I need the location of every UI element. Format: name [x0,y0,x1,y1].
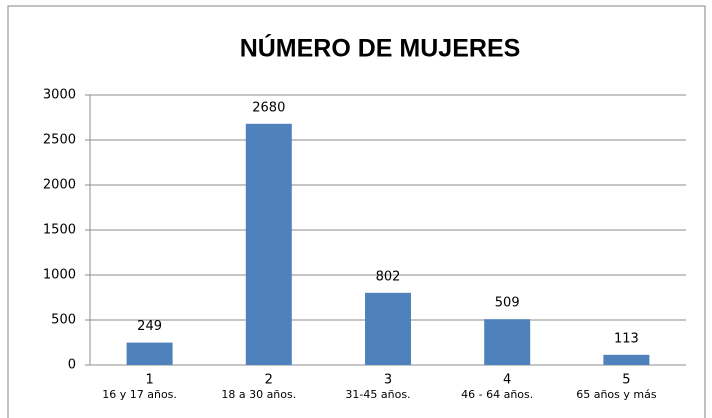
bar [126,342,173,365]
data-label: 509 [495,296,520,311]
x-tick-label: 5 [622,373,630,388]
data-label: 113 [614,331,639,346]
bar [245,123,292,365]
data-label: 802 [376,269,401,284]
chart-title: NÚMERO DE MUJERES [240,33,521,63]
y-tick-label: 1500 [43,223,76,238]
x-tick-label: 1 [145,373,153,388]
chart-border [7,5,706,418]
x-tick-sublabel: 16 y 17 años. [102,388,177,401]
x-tick-sublabel: 46 - 64 años. [461,388,533,401]
y-tick-label: 500 [51,313,76,328]
x-tick-sublabel: 65 años y más [576,388,657,401]
x-tick-sublabel: 31-45 años. [345,388,410,401]
x-tick-label: 3 [384,373,392,388]
x-tick-label: 4 [503,373,511,388]
y-tick-label: 2500 [43,133,76,148]
bar [484,319,531,365]
data-label: 2680 [252,100,285,115]
y-tick-label: 3000 [43,88,76,103]
bar [365,292,411,365]
y-tick-label: 1000 [43,268,76,283]
data-label: 249 [137,319,162,334]
x-tick-sublabel: 18 a 30 años. [221,388,296,401]
y-tick-label: 0 [68,358,76,373]
bar [603,354,650,365]
x-tick-label: 2 [265,373,273,388]
y-tick-label: 2000 [43,178,76,193]
